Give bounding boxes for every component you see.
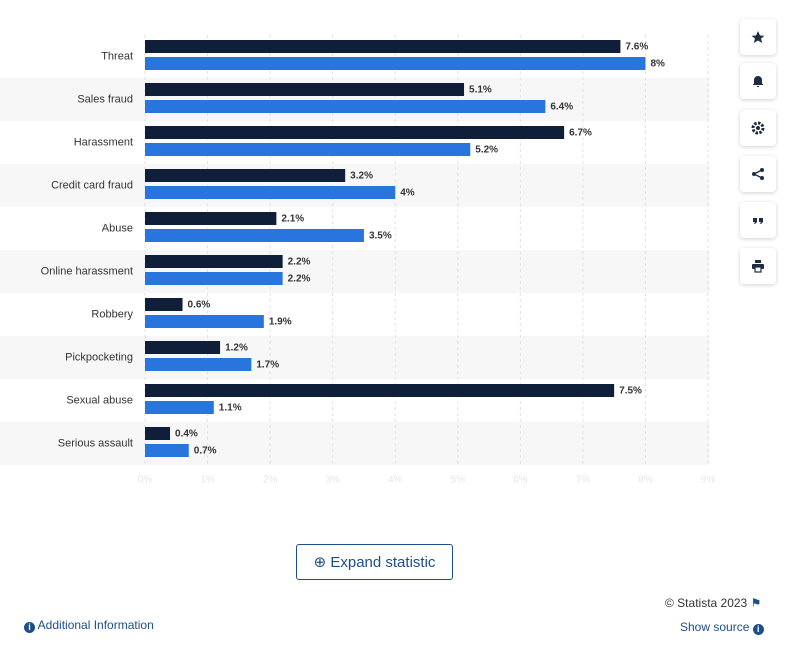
row-band: [0, 250, 710, 293]
additional-info-link[interactable]: i Additional Information: [24, 618, 154, 633]
bar: [145, 126, 565, 139]
show-source-text: Show source: [680, 620, 750, 634]
value-label: 8%: [650, 59, 665, 70]
value-label: 3.2%: [350, 171, 373, 182]
bar: [145, 255, 283, 268]
value-label: 3.5%: [369, 231, 392, 242]
bar: [145, 57, 646, 70]
value-label: 7.5%: [619, 386, 642, 397]
bar: [145, 401, 214, 414]
bar: [145, 143, 471, 156]
bar: [145, 272, 283, 285]
copyright-text: © Statista 2023: [665, 596, 748, 610]
x-tick-label: 2%: [263, 475, 278, 486]
show-source-link[interactable]: Show source i: [680, 620, 764, 635]
y-tick-label: Robbery: [91, 308, 133, 320]
value-label: 1.9%: [269, 317, 292, 328]
favorite-button[interactable]: [740, 19, 776, 55]
bar: [145, 427, 171, 440]
value-label: 4%: [400, 188, 415, 199]
x-tick-label: 4%: [388, 475, 403, 486]
y-tick-label: Serious assault: [58, 437, 133, 449]
settings-button[interactable]: [740, 110, 776, 146]
y-tick-label: Harassment: [74, 136, 133, 148]
y-tick-label: Credit card fraud: [51, 179, 133, 191]
value-label: 0.7%: [194, 446, 217, 457]
cite-button[interactable]: [740, 202, 776, 238]
value-label: 0.6%: [188, 300, 211, 311]
value-label: 0.4%: [175, 429, 198, 440]
row-band: [0, 336, 710, 379]
x-tick-label: 0%: [138, 475, 153, 486]
x-tick-label: 1%: [200, 475, 215, 486]
bar: [145, 298, 183, 311]
bar: [145, 358, 252, 371]
value-label: 2.1%: [281, 214, 304, 225]
value-label: 6.7%: [569, 128, 592, 139]
bar: [145, 169, 346, 182]
share-button[interactable]: [740, 156, 776, 192]
y-tick-label: Abuse: [102, 222, 133, 234]
bar: [145, 186, 396, 199]
y-tick-label: Pickpocketing: [65, 351, 133, 363]
additional-info-text: Additional Information: [37, 618, 154, 632]
bar: [145, 444, 189, 457]
bar: [145, 100, 546, 113]
y-tick-label: Threat: [101, 50, 133, 62]
copyright: © Statista 2023 ⚑: [665, 596, 762, 610]
value-label: 5.1%: [469, 85, 492, 96]
print-button[interactable]: [740, 248, 776, 284]
bar: [145, 83, 465, 96]
x-tick-label: 5%: [451, 475, 466, 486]
x-tick-label: 8%: [638, 475, 653, 486]
bar: [145, 229, 364, 242]
value-label: 7.6%: [625, 42, 648, 53]
row-band: [0, 164, 710, 207]
x-tick-label: 3%: [325, 475, 340, 486]
y-tick-label: Sales fraud: [77, 93, 133, 105]
x-tick-label: 9%: [701, 475, 716, 486]
value-label: 1.2%: [225, 343, 248, 354]
x-tick-label: 6%: [513, 475, 528, 486]
value-label: 2.2%: [288, 274, 311, 285]
expand-label: Expand statistic: [330, 553, 436, 571]
expand-button[interactable]: ⊕ Expand statistic: [296, 544, 453, 580]
row-band: [0, 422, 710, 465]
bar: [145, 384, 615, 397]
value-label: 6.4%: [550, 102, 573, 113]
value-label: 5.2%: [475, 145, 498, 156]
value-label: 1.1%: [219, 403, 242, 414]
bar: [145, 212, 277, 225]
bar: [145, 315, 264, 328]
bar: [145, 341, 221, 354]
y-tick-label: Sexual abuse: [66, 394, 133, 406]
alert-button[interactable]: [740, 63, 776, 99]
value-label: 1.7%: [256, 360, 279, 371]
bar: [145, 40, 621, 53]
x-tick-label: 7%: [576, 475, 591, 486]
value-label: 2.2%: [288, 257, 311, 268]
y-tick-label: Online harassment: [41, 265, 133, 277]
